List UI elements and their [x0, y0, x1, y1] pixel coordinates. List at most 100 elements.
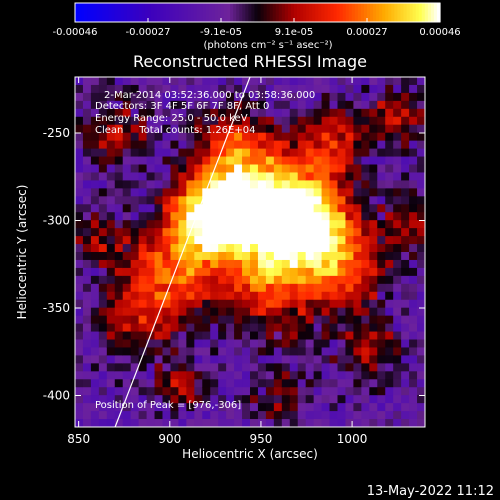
heatmap-cell [234, 331, 243, 340]
heatmap-cell [75, 371, 84, 380]
heatmap-cell [345, 411, 354, 420]
heatmap-cell [82, 347, 92, 356]
heatmap-cell [409, 395, 418, 404]
heatmap-cell [345, 180, 354, 189]
heatmap-cell [385, 180, 394, 189]
heatmap-cell [265, 411, 275, 420]
heatmap-cell [305, 387, 315, 396]
heatmap-cell [345, 419, 354, 428]
heatmap-cell [75, 252, 84, 261]
colorbar-swatch [160, 3, 164, 22]
heatmap-cell [218, 323, 227, 333]
heatmap-cell [385, 204, 394, 213]
heatmap-cell [289, 371, 299, 380]
heatmap-cell [369, 220, 378, 229]
heatmap-cell [353, 228, 362, 237]
heatmap-cell [154, 307, 163, 317]
heatmap-cell [305, 339, 315, 348]
heatmap-cell [385, 411, 394, 420]
heatmap-cell [337, 77, 346, 86]
heatmap-cell [114, 299, 124, 309]
heatmap-cell [170, 315, 179, 325]
heatmap-cell [289, 164, 299, 173]
heatmap-cell [122, 275, 132, 285]
heatmap-cell [226, 77, 235, 86]
heatmap-cell [377, 283, 386, 293]
heatmap-cell [265, 204, 275, 213]
heatmap-cell [130, 148, 140, 158]
heatmap-cell [401, 291, 410, 301]
heatmap-cell [369, 77, 378, 86]
heatmap-cell [409, 339, 418, 348]
heatmap-cell [194, 283, 203, 293]
heatmap-cell [218, 267, 227, 277]
heatmap-cell [250, 315, 259, 325]
colorbar-swatch [117, 3, 122, 22]
heatmap-cell [82, 140, 92, 150]
heatmap-cell [130, 379, 140, 388]
heatmap-cell [409, 156, 418, 165]
heatmap-cell [313, 108, 323, 118]
heatmap-cell [273, 148, 283, 158]
heatmap-cell [401, 252, 410, 261]
heatmap-cell [130, 212, 140, 221]
heatmap-cell [305, 100, 315, 110]
heatmap-cell [98, 395, 108, 404]
heatmap-cell [377, 180, 386, 189]
peak-position-label: Position of Peak = [976,-306] [95, 400, 241, 411]
heatmap-cell [210, 140, 219, 150]
heatmap-cell [218, 252, 227, 261]
heatmap-cell [369, 355, 378, 364]
heatmap-cell [186, 307, 195, 317]
heatmap-cell [114, 307, 124, 317]
heatmap-cell [297, 275, 307, 285]
heatmap-cell [90, 164, 100, 173]
heatmap-cell [265, 92, 275, 102]
heatmap-cell [106, 100, 116, 110]
heatmap-cell [130, 419, 140, 428]
heatmap-cell [369, 371, 378, 380]
heatmap-cell [377, 77, 386, 86]
heatmap-cell [393, 164, 402, 173]
heatmap-cell [114, 339, 124, 348]
heatmap-cell [297, 403, 307, 412]
heatmap-cell [98, 148, 108, 158]
heatmap-cell [377, 132, 386, 142]
heatmap-cell [242, 116, 251, 126]
colorbar-swatch [266, 3, 271, 22]
heatmap-cell [178, 204, 187, 213]
heatmap-cell [369, 228, 378, 237]
heatmap-cell [345, 116, 354, 126]
heatmap-cell [210, 371, 219, 380]
heatmap-cell [202, 148, 211, 158]
heatmap-cell [226, 331, 235, 340]
heatmap-cell [226, 339, 235, 348]
colorbar-swatch [120, 3, 125, 22]
heatmap-cell [313, 164, 323, 173]
colorbar-swatch [148, 3, 152, 22]
heatmap-cell [98, 275, 108, 285]
heatmap-cell [122, 236, 132, 245]
heatmap-cell [234, 355, 243, 364]
heatmap-cell [313, 84, 323, 94]
heatmap-cell [393, 244, 402, 253]
heatmap-cell [297, 188, 307, 197]
heatmap-cell [305, 275, 315, 285]
heatmap-cell [265, 180, 275, 189]
heatmap-cell [281, 77, 291, 86]
heatmap-cell [250, 212, 259, 221]
heatmap-cell [186, 116, 195, 126]
heatmap-cell [202, 196, 211, 205]
heatmap-cell [75, 148, 84, 158]
heatmap-cell [98, 164, 108, 173]
heatmap-cell [289, 252, 299, 261]
heatmap-cell [257, 339, 267, 348]
heatmap-cell [417, 84, 426, 94]
heatmap-cell [345, 347, 354, 356]
heatmap-cell [226, 220, 235, 229]
heatmap-cell [154, 236, 163, 245]
heatmap-cell [194, 347, 203, 356]
heatmap-cell [305, 220, 315, 229]
heatmap-cell [313, 411, 323, 420]
heatmap-cell [321, 275, 331, 285]
